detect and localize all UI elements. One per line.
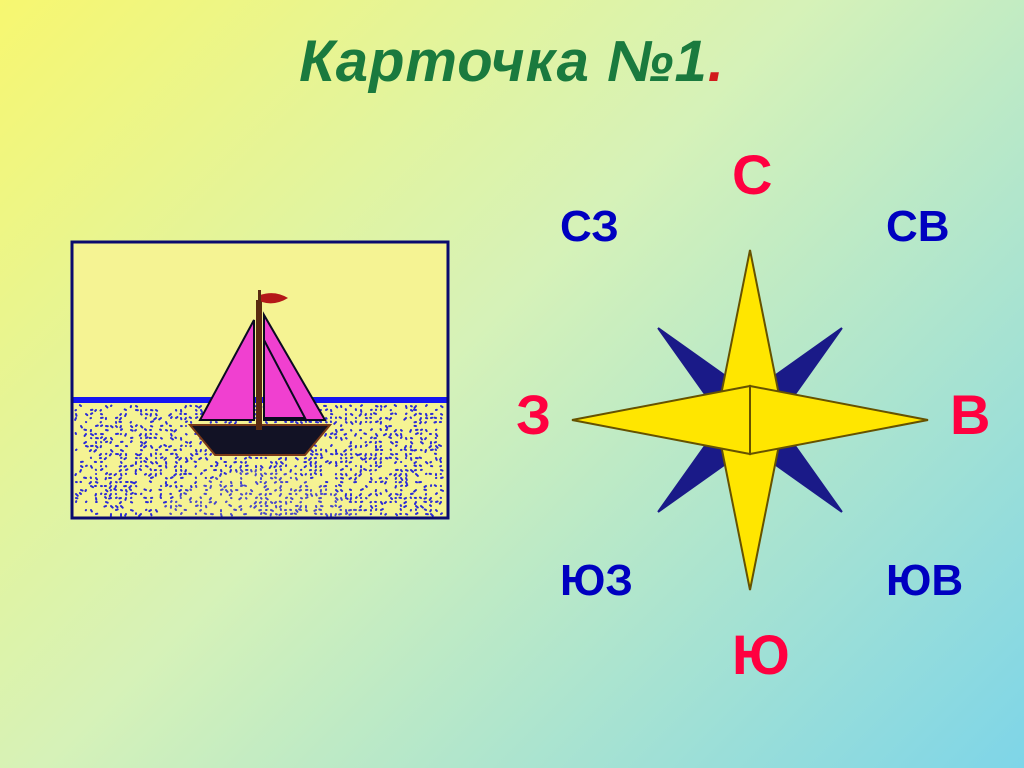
- compass-label-southeast: ЮВ: [886, 556, 963, 606]
- compass-label-south: Ю: [732, 622, 790, 687]
- compass-label-northwest: СЗ: [560, 202, 619, 252]
- compass-label-north: С: [732, 142, 772, 207]
- ship-illustration: [70, 240, 450, 520]
- compass-label-west: З: [516, 382, 551, 447]
- title-text: Карточка №1: [299, 29, 708, 94]
- compass-rose: С Ю В З СВ СЗ ЮВ ЮЗ: [530, 150, 990, 690]
- compass-label-southwest: ЮЗ: [560, 556, 633, 606]
- page-title: Карточка №1.: [0, 28, 1024, 95]
- title-dot: .: [708, 29, 725, 94]
- compass-label-east: В: [950, 382, 990, 447]
- compass-label-northeast: СВ: [886, 202, 950, 252]
- ship-svg: [70, 240, 450, 520]
